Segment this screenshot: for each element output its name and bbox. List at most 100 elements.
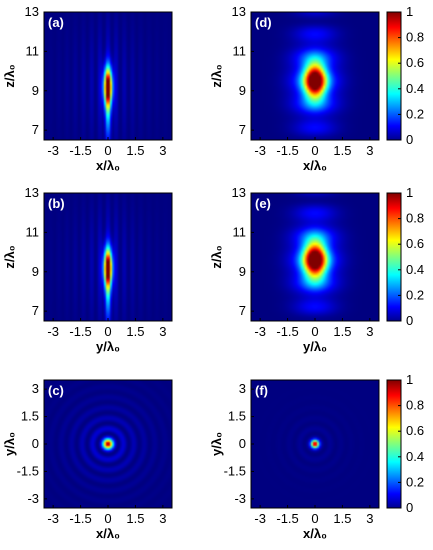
colorbar-gradient (386, 379, 402, 509)
x-tick-label: -3 (47, 324, 59, 339)
x-axis-label: x/λ₀ (96, 158, 120, 173)
panel-label: (d) (255, 15, 272, 30)
x-tick-label: -1.5 (276, 143, 298, 158)
y-axis-label: y/λ₀ (2, 432, 17, 456)
y-axis-label: z/λ₀ (209, 245, 224, 268)
x-tick-label: -3 (47, 511, 59, 526)
x-tick-label: 0 (104, 324, 111, 339)
y-tick-label: 1.5 (21, 409, 39, 424)
colorbar-tick-label: 0 (406, 313, 413, 328)
y-tick-label: 0 (239, 436, 246, 451)
x-tick-label: 1.5 (333, 143, 351, 158)
colorbar-tick-label: 0 (406, 500, 413, 515)
colorbar-tick-label: 0.2 (406, 474, 424, 489)
colorbar-tick-label: 0.8 (406, 211, 424, 226)
y-tick-label: 7 (32, 122, 39, 137)
y-tick-label: -1.5 (224, 463, 246, 478)
x-tick-label: -3 (47, 143, 59, 158)
colorbar-tick-label: 0.6 (406, 236, 424, 251)
x-axis-label: x/λ₀ (96, 526, 120, 541)
panel-label: (a) (48, 15, 64, 30)
heatmap-image (251, 12, 379, 140)
y-tick-label: 13 (25, 4, 39, 19)
y-tick-label: 7 (32, 303, 39, 318)
colorbar-tick-label: 0.6 (406, 55, 424, 70)
heatmap-image (251, 380, 379, 508)
panel-label: (c) (48, 383, 64, 398)
x-tick-label: 1.5 (126, 511, 144, 526)
y-tick-label: 0 (32, 436, 39, 451)
colorbar: 1 0.8 0.6 0.4 0.2 0 (386, 185, 424, 328)
panel-a: (a) -3 -1.5 0 1.5 3 13 11 9 7 x/λ₀ z/λ₀ (2, 4, 173, 173)
y-tick-label: 1.5 (228, 409, 246, 424)
colorbar-tick-label: 0.4 (406, 81, 424, 96)
panel-label: (e) (255, 196, 271, 211)
panel-e: (e) -3 -1.5 0 1.5 3 13 11 9 7 y/λ₀ z/λ₀ (209, 185, 380, 354)
x-tick-label: 0 (104, 511, 111, 526)
colorbar-tick-label: 0.2 (406, 106, 424, 121)
y-tick-label: 11 (233, 43, 247, 58)
x-tick-label: 1.5 (126, 143, 144, 158)
panel-d: (d) -3 -1.5 0 1.5 3 13 11 9 7 x/λ₀ z/λ₀ (209, 4, 380, 173)
x-tick-label: 1.5 (333, 324, 351, 339)
x-tick-label: 3 (366, 511, 373, 526)
y-tick-label: 11 (26, 43, 40, 58)
colorbar-gradient (386, 192, 402, 322)
x-tick-label: 3 (366, 143, 373, 158)
y-tick-label: 13 (232, 4, 246, 19)
colorbar-tick-label: 0.6 (406, 423, 424, 438)
x-tick-label: 3 (366, 324, 373, 339)
panel-c: (c) -3 -1.5 0 1.5 3 3 1.5 0 -1.5 -3 x/λ₀ y/λ₀ (2, 379, 173, 541)
heatmap-image (44, 380, 172, 508)
colorbar-tick-label: 1 (406, 4, 413, 19)
colorbar: 1 0.8 0.6 0.4 0.2 0 (386, 4, 424, 147)
panel-label: (b) (48, 196, 65, 211)
y-axis-label: y/λ₀ (209, 432, 224, 456)
x-tick-label: -3 (254, 143, 266, 158)
y-tick-label: 11 (233, 224, 247, 239)
x-tick-label: 0 (311, 511, 318, 526)
x-tick-label: -1.5 (69, 143, 91, 158)
x-tick-label: 3 (159, 324, 166, 339)
x-tick-label: 0 (311, 143, 318, 158)
y-tick-label: 7 (239, 303, 246, 318)
x-tick-label: 0 (311, 324, 318, 339)
colorbar-tick-label: 0.8 (406, 30, 424, 45)
x-tick-label: 3 (159, 143, 166, 158)
panel-f: (f) -3 -1.5 0 1.5 3 3 1.5 0 -1.5 -3 x/λ₀ y/λ₀ (209, 379, 380, 541)
y-axis-label: z/λ₀ (209, 64, 224, 87)
colorbar-gradient (386, 11, 402, 141)
y-tick-label: 13 (25, 185, 39, 200)
x-tick-label: -1.5 (69, 324, 91, 339)
colorbar-tick-label: 0.2 (406, 287, 424, 302)
colorbar-tick-label: 0.4 (406, 262, 424, 277)
y-tick-label: 3 (32, 381, 39, 396)
panel-b: (b) -3 -1.5 0 1.5 3 13 11 9 7 y/λ₀ z/λ₀ (2, 185, 173, 354)
x-tick-label: 1.5 (126, 324, 144, 339)
y-tick-label: -3 (234, 491, 246, 506)
colorbar: 1 0.8 0.6 0.4 0.2 0 (386, 372, 424, 515)
y-tick-label: 9 (239, 83, 246, 98)
y-tick-label: -1.5 (17, 463, 39, 478)
x-tick-label: 3 (159, 511, 166, 526)
x-axis-label: y/λ₀ (303, 339, 327, 354)
y-axis-label: z/λ₀ (2, 245, 17, 268)
y-tick-label: 11 (26, 224, 40, 239)
x-tick-label: -3 (254, 511, 266, 526)
x-tick-label: 0 (104, 143, 111, 158)
colorbar-tick-label: 1 (406, 372, 413, 387)
heatmap-image (44, 12, 172, 140)
colorbar-tick-label: 0.4 (406, 449, 424, 464)
colorbar-tick-label: 0.8 (406, 398, 424, 413)
y-tick-label: 3 (239, 381, 246, 396)
x-tick-label: 1.5 (333, 511, 351, 526)
y-tick-label: 9 (32, 264, 39, 279)
x-axis-label: x/λ₀ (303, 526, 327, 541)
x-tick-label: -1.5 (276, 511, 298, 526)
colorbar-tick-label: 0 (406, 132, 413, 147)
x-axis-label: y/λ₀ (96, 339, 120, 354)
y-tick-label: -3 (27, 491, 39, 506)
heatmap-image (44, 193, 172, 321)
x-tick-label: -1.5 (276, 324, 298, 339)
